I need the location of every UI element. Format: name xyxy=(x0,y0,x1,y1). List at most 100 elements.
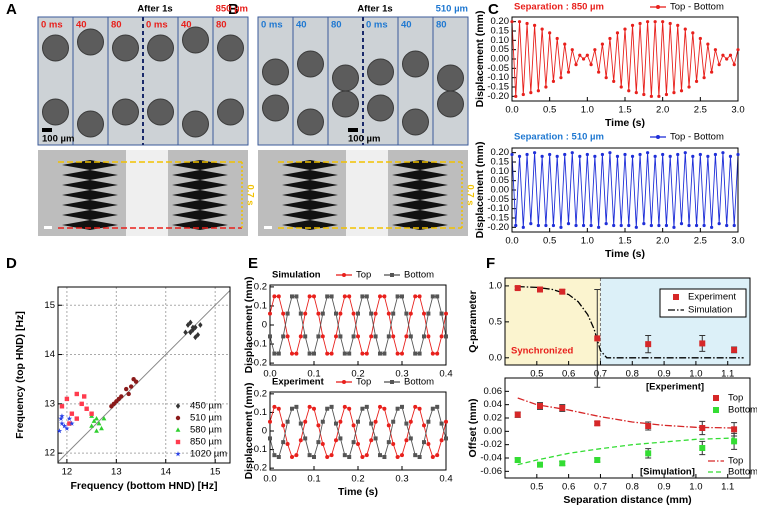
region-synchronized xyxy=(505,278,601,365)
marker xyxy=(378,404,382,409)
marker xyxy=(540,27,544,31)
x-tick-label: 0.6 xyxy=(562,369,575,380)
y-tick-label: 0.0 xyxy=(489,352,502,363)
y-tick-label: 0.05 xyxy=(491,44,510,55)
marker xyxy=(417,406,422,411)
marker xyxy=(642,92,646,97)
y-tick-label: 0.10 xyxy=(491,35,510,46)
marker xyxy=(356,334,360,339)
marker xyxy=(514,285,521,292)
y-tick-label: -0.02 xyxy=(480,439,502,450)
kymograph-trace xyxy=(172,190,228,200)
marker xyxy=(725,223,729,228)
marker xyxy=(369,438,374,443)
legend-marker xyxy=(390,273,394,277)
image-separation: 510 µm xyxy=(436,4,468,15)
marker xyxy=(325,351,330,356)
marker xyxy=(312,406,316,411)
y-tick-label: -0.1 xyxy=(251,339,267,350)
marker xyxy=(347,294,352,299)
marker xyxy=(435,351,440,356)
marker xyxy=(653,20,657,24)
marker xyxy=(404,438,409,443)
marker xyxy=(551,79,556,83)
y-tick-label: 0.00 xyxy=(491,54,510,65)
marker xyxy=(99,425,104,431)
marker xyxy=(400,404,404,409)
marker xyxy=(687,223,691,228)
marker xyxy=(594,420,601,427)
droplet xyxy=(112,34,139,62)
marker xyxy=(303,419,308,424)
marker xyxy=(444,311,448,316)
marker xyxy=(342,453,347,458)
marker xyxy=(721,151,725,155)
frame-time: 80 xyxy=(436,20,447,31)
marker xyxy=(272,351,277,356)
x-tick-label: 13 xyxy=(111,467,122,478)
y-tick-label: -0.15 xyxy=(487,82,509,93)
marker xyxy=(351,440,356,445)
y-tick-label: 12 xyxy=(44,448,55,459)
kymograph-trace xyxy=(392,170,448,180)
marker xyxy=(360,455,365,459)
marker xyxy=(404,334,409,339)
frame-time: 0 ms xyxy=(146,20,168,31)
x-tick-label: 1.5 xyxy=(618,236,631,247)
marker xyxy=(732,63,736,67)
x-tick-label: 0.3 xyxy=(395,369,408,380)
marker xyxy=(585,152,589,157)
chart-title: Separation : 510 µm xyxy=(514,132,604,143)
marker xyxy=(713,152,718,157)
y-tick-label: 0 xyxy=(262,320,267,331)
panel-label: F xyxy=(486,255,495,272)
chart-title: Separation : 850 µm xyxy=(514,2,604,13)
marker xyxy=(417,351,422,356)
marker xyxy=(439,438,444,443)
chart-title: Experiment xyxy=(272,377,325,388)
y-tick-label: -0.1 xyxy=(251,444,267,455)
x-tick-label: 0.2 xyxy=(351,369,364,380)
marker xyxy=(281,423,286,428)
x-tick-label: 3.0 xyxy=(731,236,744,247)
panel-label: A xyxy=(6,1,17,18)
y-tick-label: 0.2 xyxy=(254,388,267,399)
marker xyxy=(272,404,277,409)
frame-time: 40 xyxy=(401,20,412,31)
marker xyxy=(195,331,201,338)
marker xyxy=(329,453,334,458)
legend-marker xyxy=(175,427,181,432)
kymograph-band xyxy=(346,150,388,236)
series-line xyxy=(269,406,447,458)
y-tick-label: 0.5 xyxy=(489,316,502,327)
marker xyxy=(517,20,522,24)
marker xyxy=(272,294,277,299)
marker xyxy=(386,334,391,339)
marker xyxy=(56,428,63,434)
marker xyxy=(439,311,444,316)
marker xyxy=(360,351,365,356)
marker xyxy=(183,329,188,336)
marker xyxy=(373,334,378,339)
x-tick-label: 15 xyxy=(210,467,221,478)
marker xyxy=(334,438,338,443)
marker xyxy=(563,42,567,46)
marker xyxy=(638,152,642,157)
marker xyxy=(555,154,559,158)
marker xyxy=(316,423,321,428)
marker xyxy=(555,36,559,41)
marker xyxy=(268,311,272,316)
x-tick-label: 0.7 xyxy=(594,369,607,380)
marker xyxy=(329,294,334,299)
y-tick-label: 0.06 xyxy=(484,386,503,397)
marker xyxy=(325,406,330,411)
marker xyxy=(619,85,623,89)
plot-frame xyxy=(57,286,231,464)
marker xyxy=(646,20,650,24)
y-tick-label: 0.05 xyxy=(491,175,510,186)
x-axis-label: Time (s) xyxy=(338,486,378,498)
marker xyxy=(694,223,699,228)
marker xyxy=(382,406,387,411)
y-tick-label: -0.20 xyxy=(487,91,509,102)
